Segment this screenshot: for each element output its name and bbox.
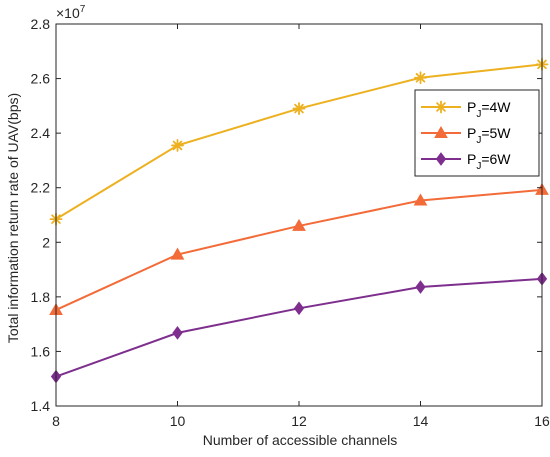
legend-entry-2: PJ=5W [421,125,511,146]
y-tick-label: 2.4 [31,125,51,141]
y-tick-label: 2.8 [31,16,51,32]
x-tick-label: 12 [291,413,307,429]
y-tick-label: 1.4 [31,398,51,414]
legend-entry-1: PJ=4W [421,99,511,120]
series-3-point [293,301,305,316]
series-1-point [292,102,306,115]
plot-area-border [55,23,543,407]
x-tick-label: 14 [413,413,429,429]
series-line-3 [55,277,543,378]
legend-marker-3 [435,152,447,166]
y-exponent: ×107 [56,4,86,21]
y-tick-label: 2.2 [31,180,51,196]
x-tick-label: 10 [170,413,186,429]
legend-label-3: PJ=6W [467,151,511,172]
series-2-point [170,247,185,260]
x-axis-label: Number of accessible channels [203,432,398,448]
y-tick-label: 2 [42,234,50,250]
y-axis-label: Total information return rate of UAV(bps… [5,93,21,343]
x-tick-label: 8 [52,413,60,429]
x-tick-label: 16 [534,413,550,429]
legend-entry-3: PJ=6W [421,151,511,172]
series-1-point [414,71,427,85]
y-exponent-power: 7 [80,4,86,15]
legend-marker-symbol-2 [434,125,448,138]
legend-marker-2 [434,125,448,138]
y-tick-label: 1.6 [31,343,51,359]
legend-label-1: PJ=4W [467,99,511,120]
series-line-2 [55,188,543,311]
series-3-point [172,326,183,340]
legend-label-2: PJ=5W [467,125,511,146]
y-exponent-base: ×10 [56,5,80,21]
y-tick-label: 2.6 [31,71,51,87]
legend-marker-1 [434,100,448,114]
series-1-point [171,139,184,152]
data-layer [49,57,549,384]
x-ticks: 8 10 12 14 16 [52,24,550,429]
y-tick-label: 1.8 [31,289,51,305]
legend-marker-symbol-1 [434,100,448,114]
legend: PJ=4W PJ=5W PJ=6W [414,89,540,177]
series-2-point [413,193,428,206]
y-ticks: 1.4 1.6 1.8 2 2.2 2.4 2.6 2.8 [31,16,542,414]
legend-marker-symbol-3 [435,152,447,166]
series-2-point [292,218,306,231]
axes-frame [55,23,543,407]
series-3-point [415,280,426,294]
